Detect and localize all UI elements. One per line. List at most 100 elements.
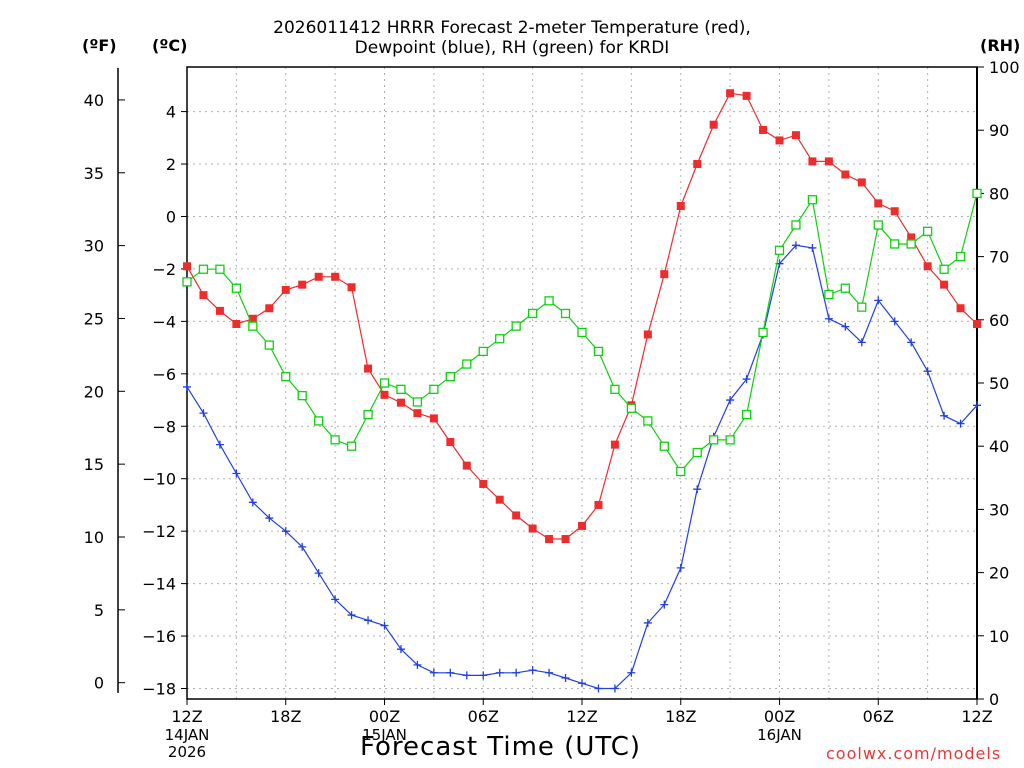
temperature-point [364, 364, 373, 373]
x-tick-label: 12Z [171, 707, 202, 726]
temperature-point [429, 414, 438, 423]
x-tick-sublabel: 15JAN [362, 726, 407, 744]
rh-point [593, 346, 604, 357]
dewpoint-point [183, 382, 191, 391]
x-tick-label: 12Z [961, 707, 992, 726]
rh-point [527, 308, 538, 319]
celsius-tick-label: 2 [166, 155, 176, 174]
temperature-point [973, 319, 981, 328]
temperature-point [940, 280, 949, 289]
fahrenheit-tick-label: 25 [84, 309, 104, 328]
x-tick-label: 06Z [468, 707, 499, 726]
temperature-point [874, 199, 883, 208]
dewpoint-point [199, 409, 208, 418]
temperature-point [512, 511, 521, 520]
temperature-point [610, 440, 619, 449]
celsius-tick-label: −16 [142, 627, 176, 646]
temperature-point [479, 479, 488, 488]
rh-tick-label: 100 [989, 58, 1020, 77]
dewpoint-point [495, 668, 504, 677]
dewpoint-point [479, 671, 488, 680]
rh-point [824, 289, 834, 300]
temperature-point [248, 314, 257, 323]
dewpoint-point [808, 243, 817, 252]
dewpoint-point [364, 616, 373, 625]
x-tick-label: 06Z [863, 707, 894, 726]
rh-point [774, 245, 785, 255]
x-tick-sublabel: 2026 [168, 743, 206, 761]
temperature-point [841, 170, 850, 179]
dewpoint-point [726, 396, 735, 405]
plot-frame [186, 66, 978, 700]
temperature-point [215, 306, 224, 315]
temperature-point [396, 398, 405, 407]
fahrenheit-axis-unit: (ºF) [82, 36, 117, 55]
dewpoint-point [841, 322, 850, 331]
temperature-line [186, 92, 978, 540]
temperature-point [232, 319, 241, 328]
celsius-tick-label: −6 [152, 365, 176, 384]
rh-point [692, 447, 702, 458]
dewpoint-point [610, 684, 619, 693]
dewpoint-point [578, 679, 586, 688]
temperature-point [314, 272, 323, 281]
dewpoint-point [462, 671, 471, 680]
temperature-point [199, 291, 208, 300]
rh-point [281, 372, 291, 382]
celsius-tick-label: −18 [142, 680, 176, 699]
celsius-tick-label: −12 [142, 522, 176, 541]
celsius-axis-unit: (ºC) [152, 36, 188, 55]
rh-point [297, 390, 307, 401]
dewpoint-point [347, 611, 356, 620]
dewpoint-point [232, 469, 241, 478]
temperature-point [775, 136, 784, 145]
rh-point [873, 220, 883, 230]
dewpoint-point [791, 241, 800, 250]
dewpoint-point [429, 668, 438, 677]
chart-title-line1: 2026011412 HRRR Forecast 2-meter Tempera… [273, 18, 751, 38]
temperature-point [693, 160, 702, 169]
rh-point [445, 372, 455, 382]
temperature-point [643, 330, 652, 339]
rh-point [544, 296, 554, 306]
rh-point [626, 403, 637, 413]
rh-point [709, 435, 719, 445]
x-tick-label: 00Z [369, 707, 400, 726]
source-credit[interactable]: coolwx.com/models [826, 744, 1002, 763]
fahrenheit-tick-label: 30 [84, 237, 104, 256]
temperature-point [561, 535, 570, 544]
data-series [182, 89, 982, 693]
dewpoint-point [528, 666, 537, 675]
temperature-point [907, 233, 916, 242]
x-tick-label: 18Z [665, 707, 696, 726]
fahrenheit-tick-label: 10 [84, 528, 104, 547]
rh-tick-label: 80 [989, 184, 1009, 203]
temperature-point [265, 304, 274, 313]
rh-point [429, 384, 439, 394]
dewpoint-point [742, 375, 751, 384]
dewpoint-point [824, 314, 833, 323]
rh-tick-label: 40 [989, 437, 1009, 456]
dewpoint-point [643, 618, 652, 627]
temperature-point [545, 535, 554, 544]
axes [117, 66, 984, 705]
rh-point [577, 327, 587, 338]
x-tick-sublabel: 16JAN [757, 726, 802, 744]
dewpoint-point [298, 542, 307, 551]
dewpoint-point [923, 367, 932, 376]
rh-tick-label: 30 [989, 500, 1009, 519]
rh-tick-label: 50 [989, 374, 1009, 393]
temperature-point [676, 201, 685, 210]
fahrenheit-tick-label: 35 [84, 164, 104, 183]
rh-point [857, 302, 867, 312]
temperature-point [183, 262, 191, 271]
rh-axis-unit: (RH) [980, 36, 1021, 55]
dewpoint-point [940, 411, 949, 420]
temperature-point [726, 89, 735, 98]
dewpoint-point [956, 419, 965, 428]
dewpoint-point [281, 527, 290, 536]
dewpoint-point [215, 440, 224, 449]
temperature-point [824, 157, 833, 166]
rh-tick-label: 70 [989, 248, 1009, 267]
rh-point [610, 384, 620, 394]
